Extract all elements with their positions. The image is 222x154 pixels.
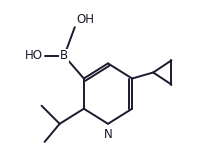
Text: OH: OH (76, 13, 94, 26)
Text: HO: HO (25, 49, 43, 62)
Text: N: N (104, 128, 112, 141)
Text: B: B (60, 49, 68, 62)
